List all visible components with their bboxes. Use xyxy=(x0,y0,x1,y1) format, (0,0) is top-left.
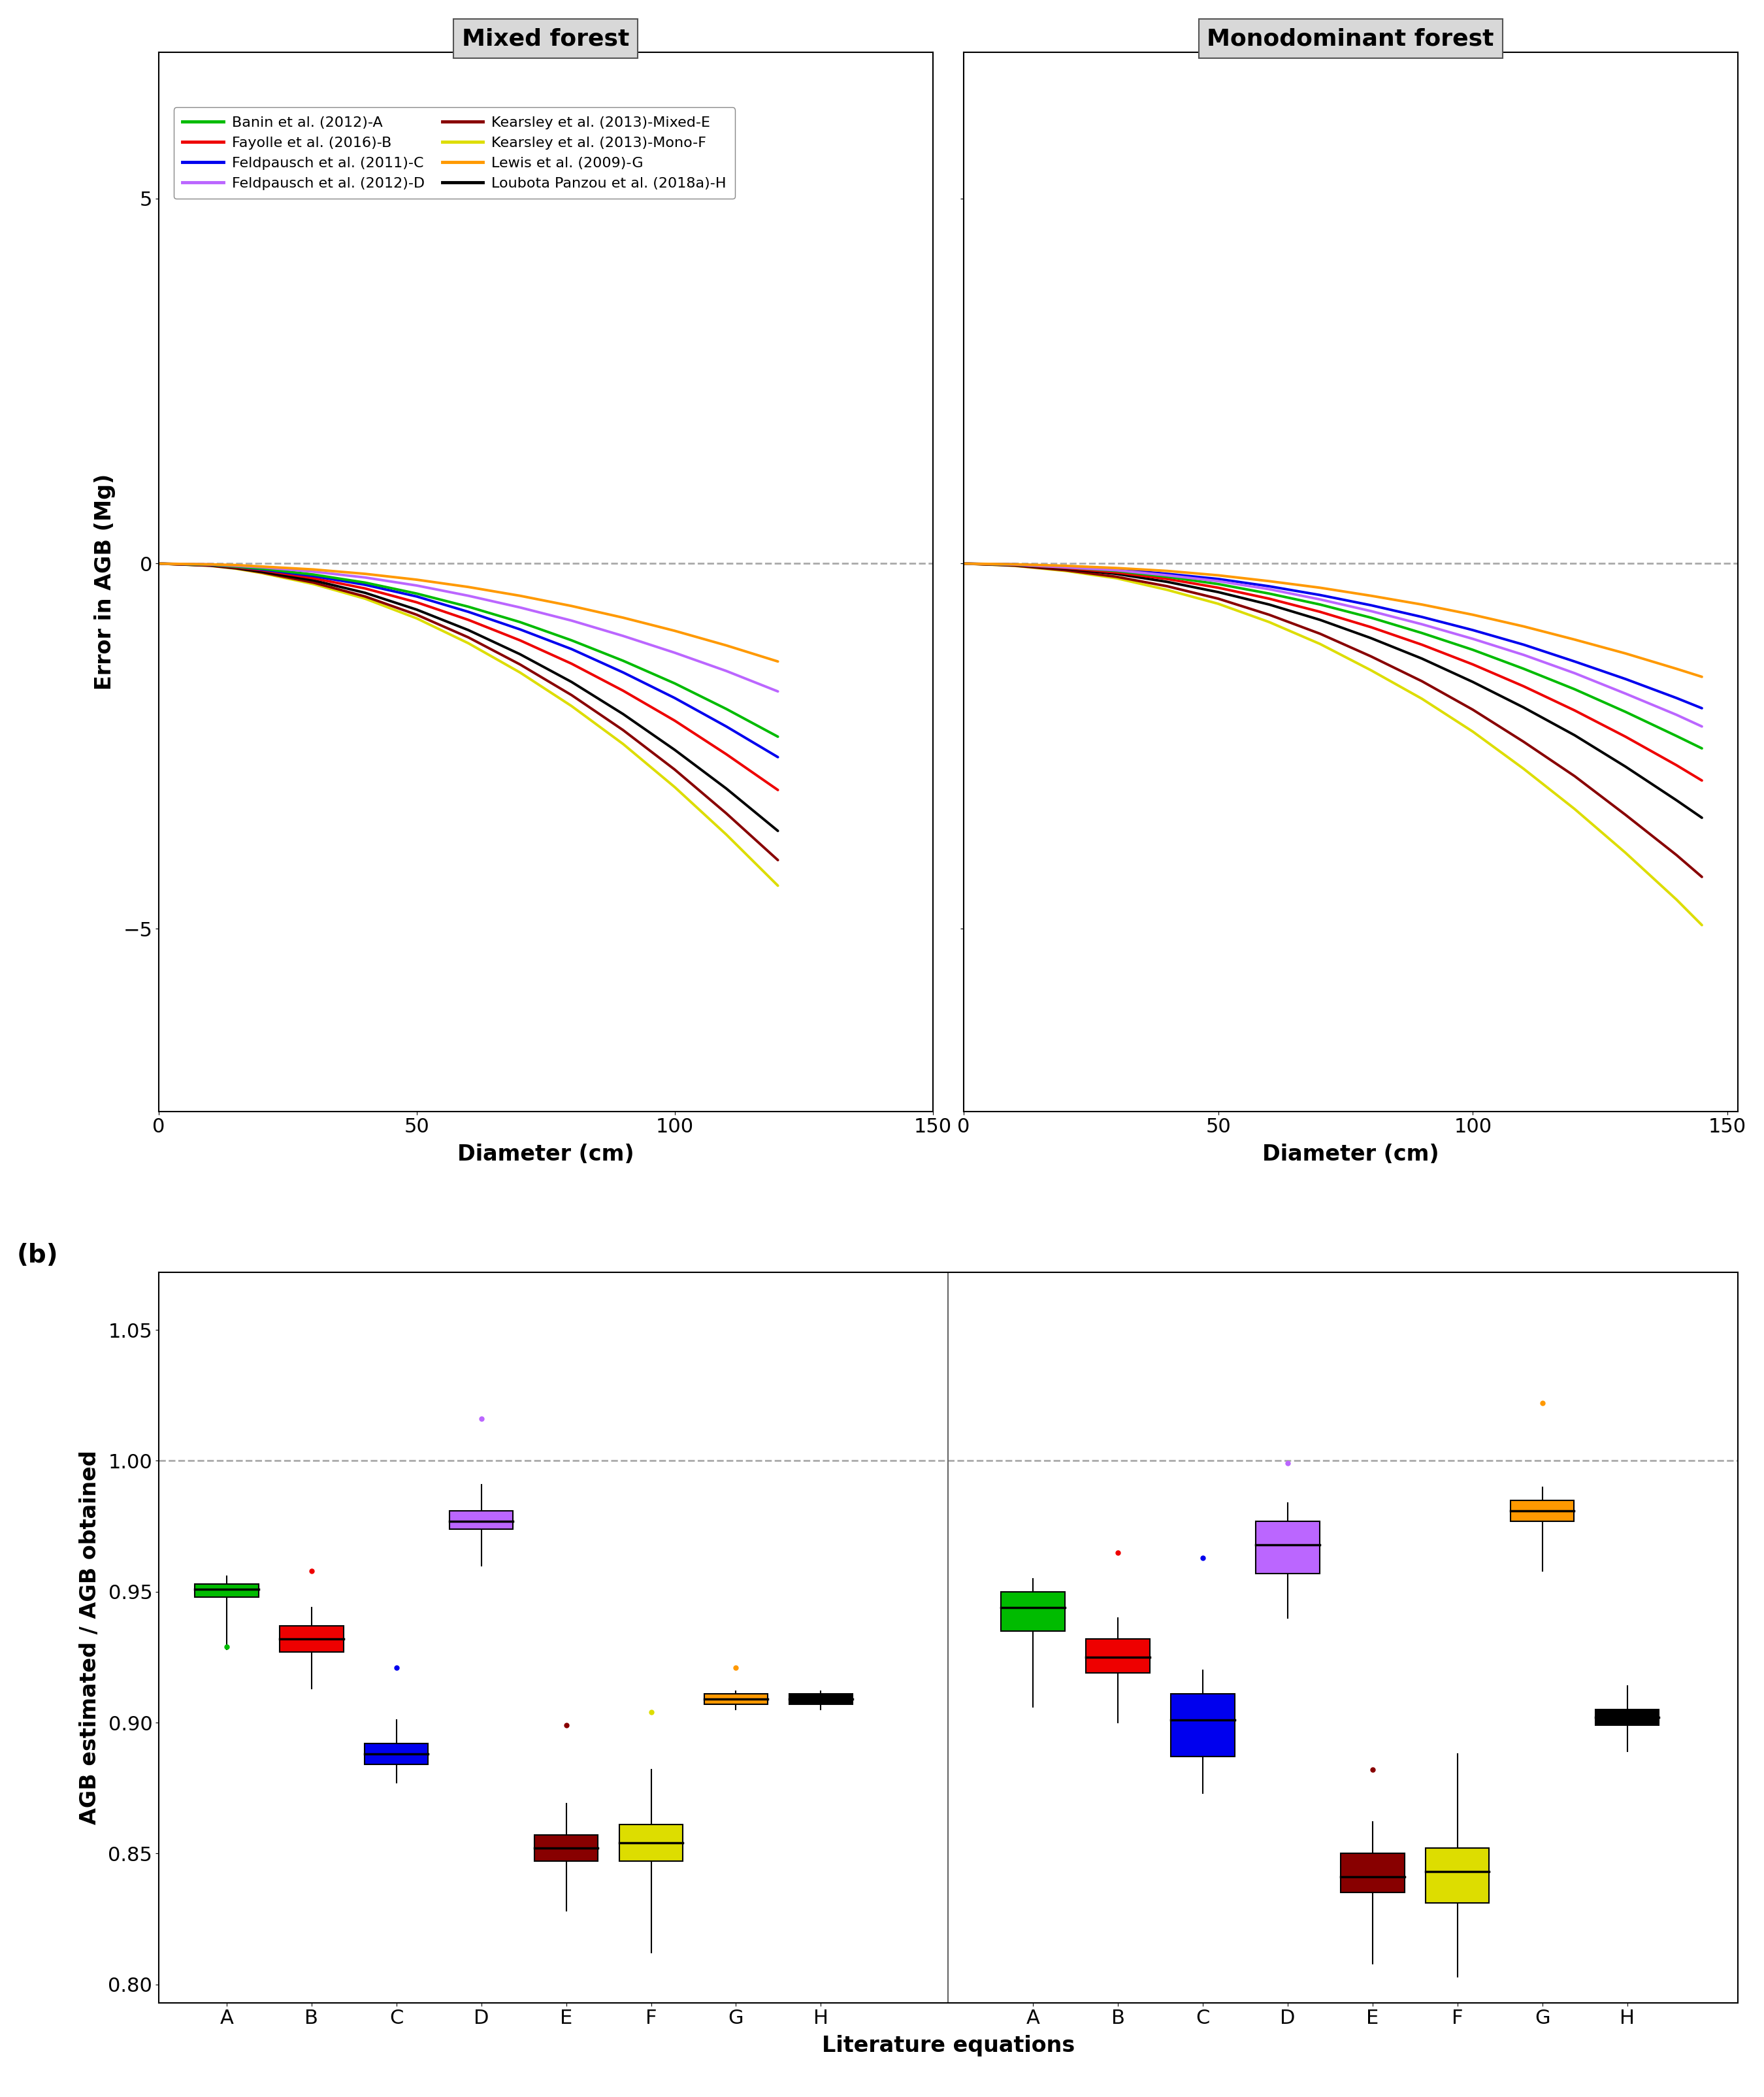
Bar xyxy=(280,1625,344,1652)
Y-axis label: AGB estimated / AGB obtained: AGB estimated / AGB obtained xyxy=(79,1451,101,1824)
Title: Monodominant forest: Monodominant forest xyxy=(1207,27,1494,50)
Bar xyxy=(704,1694,767,1705)
X-axis label: Diameter (cm): Diameter (cm) xyxy=(1263,1143,1439,1166)
Bar xyxy=(365,1743,429,1764)
Bar xyxy=(1087,1638,1150,1673)
Bar xyxy=(1595,1709,1658,1726)
X-axis label: Literature equations: Literature equations xyxy=(822,2036,1074,2057)
Bar xyxy=(1171,1694,1235,1757)
Bar xyxy=(450,1510,513,1529)
Bar xyxy=(1425,1847,1489,1904)
Bar xyxy=(619,1824,683,1862)
Bar xyxy=(1510,1499,1573,1520)
Legend: Banin et al. (2012)-A, Fayolle et al. (2016)-B, Feldpausch et al. (2011)-C, Feld: Banin et al. (2012)-A, Fayolle et al. (2… xyxy=(175,107,736,199)
Bar xyxy=(194,1583,259,1598)
Title: Mixed forest: Mixed forest xyxy=(462,27,630,50)
Bar xyxy=(534,1835,598,1862)
Text: (b): (b) xyxy=(16,1244,58,1269)
Y-axis label: Error in AGB (Mg): Error in AGB (Mg) xyxy=(93,474,116,690)
X-axis label: Diameter (cm): Diameter (cm) xyxy=(457,1143,633,1166)
Bar xyxy=(1341,1854,1404,1894)
Bar xyxy=(1256,1520,1319,1573)
Bar xyxy=(1002,1592,1065,1631)
Bar xyxy=(789,1694,852,1705)
